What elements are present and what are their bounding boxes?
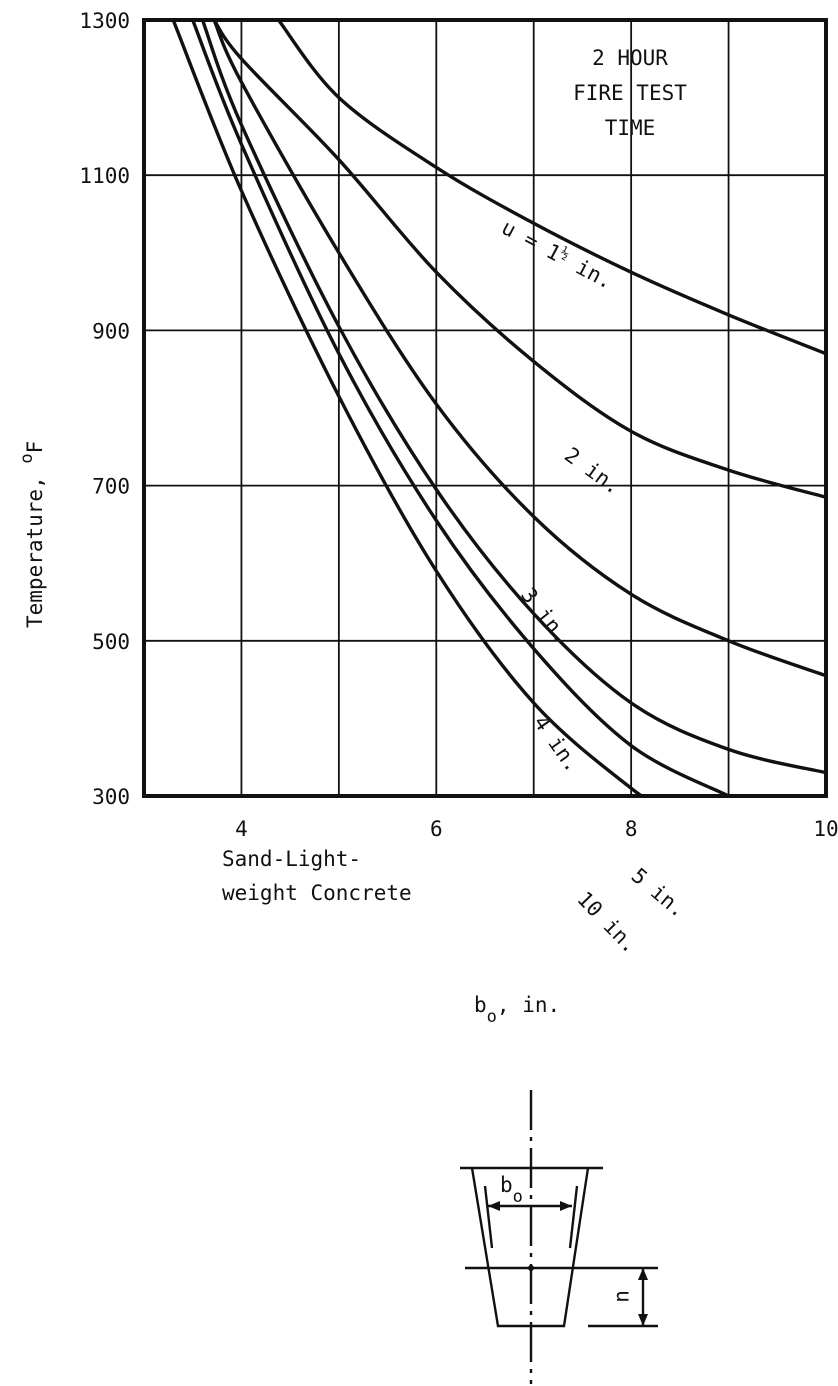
y-tick-label-500: 500 (92, 630, 130, 654)
y-tick-label-1300: 1300 (79, 9, 130, 33)
y-tick-label-900: 900 (92, 319, 130, 343)
series-curve-5 (171, 20, 645, 796)
annotation-title-line1: 2 HOUR (592, 46, 668, 70)
x-tick-label-4: 4 (235, 817, 248, 841)
series-curve-2 (212, 20, 826, 678)
beam-outline (470, 1167, 590, 1328)
section-diagram: bo u (460, 1090, 658, 1384)
inner-face-right (568, 1185, 579, 1249)
series-label-10: 10 in. (572, 887, 642, 958)
bo-arrow-right (560, 1201, 572, 1211)
annotation-material-line1: Sand-Light- (222, 847, 361, 871)
series-curve-0 (276, 20, 826, 356)
bo-arrow-left (488, 1201, 500, 1211)
bo-label: bo (500, 1173, 523, 1207)
series-curve-1 (212, 20, 826, 499)
series-label-5: 5 in. (627, 863, 691, 922)
u-arrow-top (638, 1268, 648, 1280)
series-curve-4 (191, 20, 731, 796)
x-axis-label: bo, in. (474, 993, 560, 1027)
annotation-title-line3: TIME (605, 116, 656, 140)
plot-frame (142, 18, 828, 798)
curves (171, 20, 826, 796)
series-label-u-1-5: u = 1½ in. (498, 215, 617, 294)
tick-labels: 4 6 8 10 300 500 700 900 1100 1300 (79, 9, 838, 841)
y-tick-label-1100: 1100 (79, 164, 130, 188)
steel-centroid (528, 1265, 534, 1271)
grid (144, 20, 826, 796)
y-tick-label-700: 700 (92, 475, 130, 499)
y-tick-label-300: 300 (92, 785, 130, 809)
series-label-2: 2 in. (560, 443, 625, 500)
x-tick-label-8: 8 (625, 817, 638, 841)
annotation-material-line2: weight Concrete (222, 881, 412, 905)
u-label: u (612, 1290, 636, 1303)
series-curve-3 (200, 20, 826, 775)
y-axis-label: Temperature, oF (17, 441, 47, 628)
x-tick-label-10: 10 (813, 817, 838, 841)
u-arrow-bottom (638, 1314, 648, 1326)
inner-face-left (483, 1185, 494, 1249)
annotation-title-line2: FIRE TEST (573, 81, 687, 105)
x-tick-label-6: 6 (430, 817, 443, 841)
